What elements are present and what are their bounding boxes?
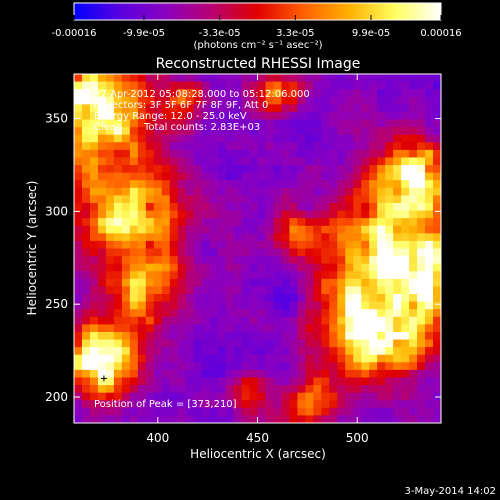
annotation-detectors: Detectors: 3F 5F 6F 7F 8F 9F, Att 0 [94,100,268,111]
colorbar-tick-label: -0.00016 [52,28,97,39]
annotation-energy-range: Energy Range: 12.0 - 25.0 keV [94,111,247,122]
colorbar-ticks: -0.00016 -9.9e-05 -3.3e-05 3.3e-05 9.9e-05 0.… [52,15,462,39]
y-tick-label: 300 [45,204,68,218]
heatmap-image [74,74,441,423]
colorbar-tick-label: -9.9e-05 [123,28,165,39]
colorbar-tick-label: 0.00016 [420,28,461,39]
annotation-time-range: 27-Apr-2012 05:08:28.000 to 05:12:06.000 [94,89,310,100]
peak-marker [100,375,107,382]
footer-date: 3-May-2014 14:02 [404,486,496,497]
y-axis-ticks: 200 250 300 350 [45,112,441,404]
colorbar [73,2,442,21]
y-axis-label: Heliocentric Y (arcsec) [25,181,39,316]
colorbar-tick-label: 9.9e-05 [352,28,390,39]
y-tick-label: 200 [45,390,68,404]
y-tick-label: 350 [45,112,68,126]
colorbar-tick-label: -3.3e-05 [199,28,241,39]
x-tick-label: 400 [146,431,169,445]
colorbar-unit-label: (photons cm⁻² s⁻¹ asec⁻²) [193,40,322,51]
y-tick-label: 250 [45,297,68,311]
annotation-method: Clean [94,122,122,133]
peak-position-label: Position of Peak = [373,210] [94,399,237,410]
x-axis-ticks: 400 450 500 [146,74,369,445]
x-axis-label: Heliocentric X (arcsec) [190,447,326,461]
colorbar-tick-label: 3.3e-05 [276,28,314,39]
x-tick-label: 450 [246,431,269,445]
x-tick-label: 500 [346,431,369,445]
chart-title: Reconstructed RHESSI Image [156,56,361,72]
annotation-total-counts: Total counts: 2.83E+03 [143,122,260,133]
